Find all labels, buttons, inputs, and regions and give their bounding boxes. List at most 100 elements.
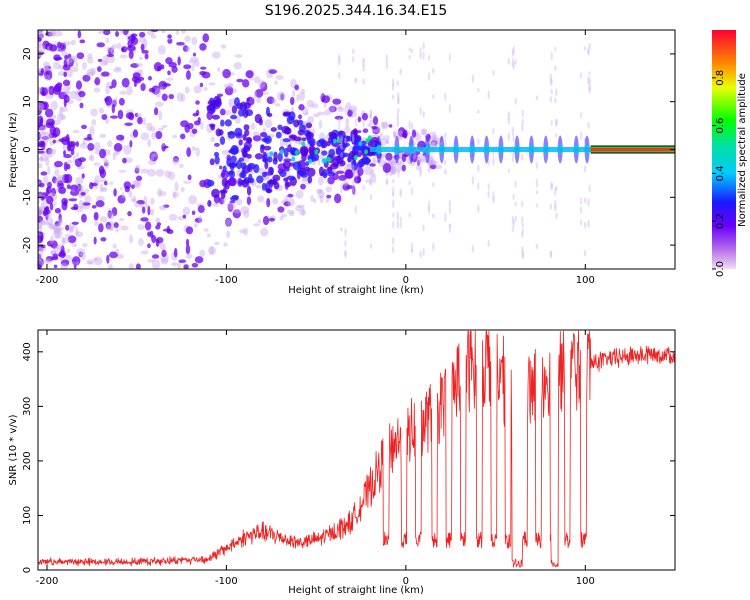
noise-blob [262, 215, 270, 226]
streak-blob [514, 59, 517, 65]
noise-blob [135, 175, 143, 182]
noise-blob [107, 140, 113, 148]
noise-blob [225, 218, 232, 226]
streak-blob [583, 221, 587, 229]
noise-blob [328, 105, 337, 113]
noise-blob [281, 213, 288, 218]
noise-blob [139, 56, 143, 61]
noise-blob [62, 41, 72, 46]
noise-blob [347, 163, 353, 168]
noise-blob [93, 87, 101, 93]
noise-blob [176, 41, 185, 46]
cloud-blob [253, 163, 260, 174]
cloud-blob [238, 157, 245, 162]
noise-blob [338, 105, 342, 110]
noise-blob [268, 217, 276, 222]
noise-blob [200, 121, 204, 131]
noise-blob [388, 124, 393, 128]
bottom-y-tick-label: 0 [22, 567, 33, 573]
streak-blob [408, 212, 411, 219]
noise-blob [119, 30, 125, 34]
noise-blob [49, 202, 54, 211]
noise-blob [203, 228, 209, 232]
noise-blob [50, 225, 59, 231]
noise-blob [54, 169, 60, 176]
noise-blob [150, 208, 155, 216]
noise-blob [113, 188, 117, 197]
top-y-tick-label: -10 [22, 189, 33, 205]
noise-blob [152, 152, 159, 158]
noise-blob [99, 183, 104, 193]
noise-blob [38, 192, 44, 200]
streak-blob [354, 118, 357, 127]
noise-blob [390, 164, 394, 172]
noise-blob [38, 124, 46, 131]
streak-blob [492, 69, 495, 76]
noise-blob [70, 149, 75, 156]
streak-blob [385, 60, 389, 65]
cloud-blob [270, 127, 277, 132]
noise-blob [38, 70, 42, 74]
noise-blob [175, 30, 180, 36]
noise-blob [369, 119, 374, 124]
noise-blob [146, 122, 153, 131]
noise-blob [233, 208, 242, 214]
streak-blob [391, 245, 395, 254]
noise-blob [82, 202, 91, 206]
top-x-tick-label: -200 [36, 275, 59, 286]
noise-blob [54, 56, 63, 61]
noise-blob [151, 85, 161, 95]
noise-blob [84, 188, 90, 194]
noise-blob [78, 90, 86, 98]
noise-blob [420, 128, 426, 136]
noise-blob [62, 86, 70, 95]
noise-blob [327, 176, 335, 185]
noise-blob [72, 55, 78, 63]
streak-blob [444, 92, 447, 101]
noise-blob [104, 95, 113, 106]
noise-blob [117, 194, 126, 204]
noise-blob [121, 192, 125, 199]
noise-blob [38, 43, 46, 53]
streak-blob [579, 112, 583, 118]
cloud-blob [283, 177, 289, 182]
noise-blob [289, 96, 295, 106]
noise-blob [372, 115, 379, 126]
noise-blob [119, 217, 125, 222]
cloud-blob [243, 145, 250, 151]
noise-blob [75, 141, 80, 147]
noise-blob [71, 256, 81, 266]
noise-blob [53, 119, 61, 126]
noise-blob [52, 127, 61, 137]
streak-blob [352, 179, 355, 185]
noise-blob [171, 158, 180, 165]
cloud-blob [222, 165, 227, 173]
noise-blob [187, 122, 194, 130]
noise-blob [138, 237, 144, 247]
noise-blob [45, 156, 50, 167]
noise-blob [93, 256, 103, 266]
streak-blob [385, 53, 389, 62]
noise-blob [40, 171, 48, 176]
noise-blob [138, 31, 146, 38]
streak-blob [362, 184, 365, 191]
noise-blob [253, 90, 257, 100]
noise-blob [117, 109, 124, 120]
top-y-tick-label: 20 [22, 48, 33, 61]
cloud-blob [268, 178, 274, 189]
noise-blob [220, 44, 227, 49]
noise-blob [209, 245, 214, 256]
noise-blob [63, 98, 67, 108]
noise-blob [160, 257, 169, 265]
noise-blob [56, 174, 65, 184]
noise-blob [130, 33, 138, 38]
noise-blob [279, 215, 284, 221]
noise-blob [345, 102, 352, 110]
cloud-blob [263, 145, 272, 151]
cloud-blob [207, 200, 212, 207]
noise-blob [61, 236, 70, 244]
cloud-blob [282, 111, 292, 116]
noise-blob [109, 181, 114, 185]
bottom-x-axis-label: Height of straight line (km) [288, 585, 424, 596]
cloud-blob [254, 153, 263, 160]
